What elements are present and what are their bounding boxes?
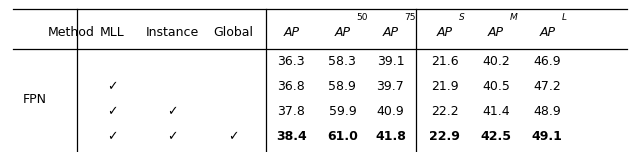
Text: 58.9: 58.9 — [328, 80, 356, 93]
Text: 40.5: 40.5 — [482, 80, 510, 93]
Text: 48.9: 48.9 — [533, 105, 561, 118]
Text: 58.3: 58.3 — [328, 55, 356, 68]
Text: 39.7: 39.7 — [376, 80, 404, 93]
Text: Method: Method — [48, 26, 95, 39]
Text: ✓: ✓ — [228, 130, 239, 143]
Text: 22.9: 22.9 — [429, 130, 460, 143]
Text: 49.1: 49.1 — [532, 130, 563, 143]
Text: 36.8: 36.8 — [277, 80, 305, 93]
Text: 47.2: 47.2 — [533, 80, 561, 93]
Text: Global: Global — [214, 26, 253, 39]
Text: 61.0: 61.0 — [327, 130, 358, 143]
Text: 38.4: 38.4 — [276, 130, 307, 143]
Text: Instance: Instance — [146, 26, 200, 39]
Text: 40.2: 40.2 — [482, 55, 510, 68]
Text: MLL: MLL — [100, 26, 124, 39]
Text: 39.1: 39.1 — [376, 55, 404, 68]
Text: 41.8: 41.8 — [375, 130, 406, 143]
Text: 21.6: 21.6 — [431, 55, 459, 68]
Text: 41.4: 41.4 — [482, 105, 510, 118]
Text: 21.9: 21.9 — [431, 80, 459, 93]
Text: ✓: ✓ — [168, 130, 178, 143]
Text: AP: AP — [488, 26, 504, 39]
Text: S: S — [459, 13, 465, 22]
Text: AP: AP — [383, 26, 398, 39]
Text: 22.2: 22.2 — [431, 105, 459, 118]
Text: 40.9: 40.9 — [376, 105, 404, 118]
Text: AP: AP — [540, 26, 556, 39]
Text: M: M — [510, 13, 518, 22]
Text: 36.3: 36.3 — [277, 55, 305, 68]
Text: FPN: FPN — [22, 93, 47, 106]
Text: 46.9: 46.9 — [533, 55, 561, 68]
Text: L: L — [561, 13, 566, 22]
Text: AP: AP — [335, 26, 351, 39]
Text: ✓: ✓ — [107, 130, 117, 143]
Text: 75: 75 — [404, 13, 416, 22]
Text: 37.8: 37.8 — [277, 105, 305, 118]
Text: 59.9: 59.9 — [328, 105, 356, 118]
Text: AP: AP — [283, 26, 300, 39]
Text: ✓: ✓ — [107, 80, 117, 93]
Text: 42.5: 42.5 — [481, 130, 511, 143]
Text: ✓: ✓ — [168, 105, 178, 118]
Text: ✓: ✓ — [107, 105, 117, 118]
Text: 50: 50 — [356, 13, 368, 22]
Text: AP: AP — [436, 26, 453, 39]
